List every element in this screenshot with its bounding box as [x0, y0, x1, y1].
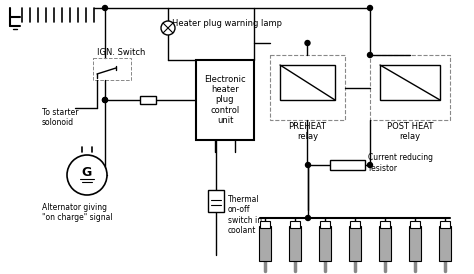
Text: To starter
solonoid: To starter solonoid — [42, 108, 79, 127]
Circle shape — [67, 155, 107, 195]
Bar — [380, 65, 440, 100]
Bar — [196, 60, 254, 140]
Bar — [260, 221, 270, 228]
Bar — [280, 65, 335, 100]
Circle shape — [161, 21, 175, 35]
Circle shape — [102, 98, 108, 102]
Bar — [290, 221, 300, 228]
Circle shape — [367, 53, 373, 58]
Bar — [439, 226, 451, 261]
Text: G: G — [82, 167, 92, 179]
Circle shape — [306, 162, 310, 167]
Bar — [379, 226, 391, 261]
Bar — [380, 221, 390, 228]
Bar — [270, 55, 345, 120]
Text: IGN. Switch: IGN. Switch — [97, 48, 146, 57]
Circle shape — [367, 5, 373, 10]
Bar — [410, 221, 420, 228]
Bar — [289, 226, 301, 261]
Circle shape — [305, 41, 310, 45]
Bar — [440, 221, 450, 228]
Bar — [350, 221, 360, 228]
Bar — [330, 160, 365, 170]
Circle shape — [306, 215, 310, 221]
Circle shape — [102, 5, 108, 10]
Bar — [349, 226, 361, 261]
Circle shape — [367, 162, 373, 167]
Text: Electronic
heater
plug
control
unit: Electronic heater plug control unit — [204, 75, 246, 125]
Text: PREHEAT
relay: PREHEAT relay — [289, 122, 327, 141]
Text: Current reducing
resistor: Current reducing resistor — [368, 153, 433, 173]
Bar — [319, 226, 331, 261]
Text: POST HEAT
relay: POST HEAT relay — [387, 122, 433, 141]
Bar — [140, 96, 156, 104]
Text: Thermal
on-off
switch in
coolant: Thermal on-off switch in coolant — [228, 195, 262, 235]
Bar — [208, 190, 224, 212]
Bar — [320, 221, 330, 228]
Bar — [370, 55, 450, 120]
Bar — [259, 226, 271, 261]
Circle shape — [102, 98, 108, 102]
Text: Alternator giving
"on charge" signal: Alternator giving "on charge" signal — [42, 203, 113, 222]
Text: Heater plug warning lamp: Heater plug warning lamp — [172, 19, 282, 27]
Bar — [93, 58, 131, 80]
Bar — [409, 226, 421, 261]
